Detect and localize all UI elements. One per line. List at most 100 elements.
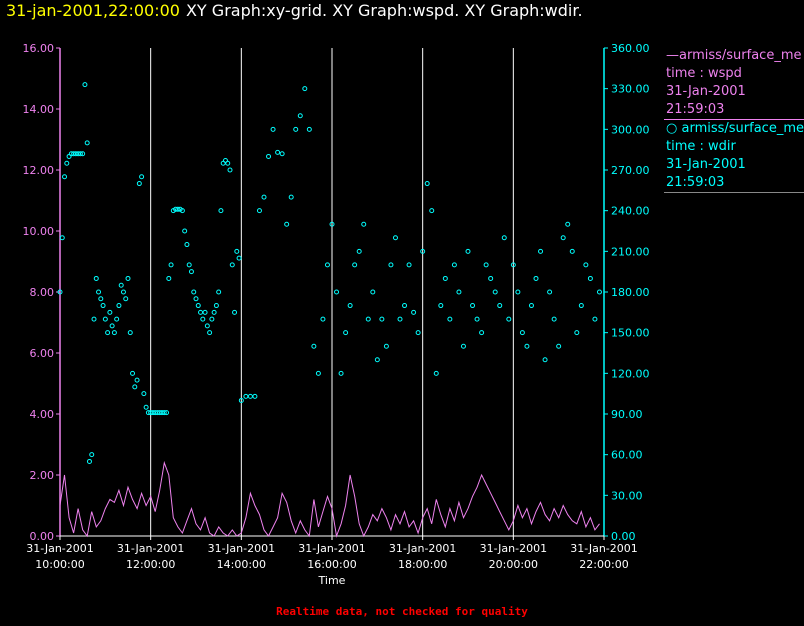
right-axis-tick-label: 240.00	[611, 205, 650, 218]
wdir-point	[415, 330, 421, 336]
wdir-point	[64, 160, 70, 166]
wdir-point	[578, 303, 584, 309]
wdir-point	[334, 289, 340, 295]
legend-wdir-time: 21:59:03	[666, 175, 725, 190]
wdir-point	[195, 303, 201, 309]
wdir-point	[218, 208, 224, 214]
wdir-point	[261, 194, 267, 200]
wdir-point	[506, 316, 512, 322]
wdir-point	[77, 151, 83, 157]
right-axis-tick-label: 330.00	[611, 83, 650, 96]
legend-wspd-time: 21:59:03	[666, 102, 725, 117]
wdir-point	[343, 330, 349, 336]
left-axis-tick-label: 2.00	[30, 469, 55, 482]
x-axis-tick-label: 20:00:00	[489, 558, 538, 571]
wdir-point	[538, 248, 544, 254]
wdir-point	[411, 309, 417, 315]
wdir-point	[111, 330, 117, 336]
wdir-point	[456, 289, 462, 295]
wdir-point	[275, 149, 281, 155]
wdir-point	[243, 393, 249, 399]
wdir-point	[379, 316, 385, 322]
wdir-point	[232, 309, 238, 315]
wdir-point	[587, 275, 593, 281]
wdir-point	[533, 275, 539, 281]
wdir-point	[80, 151, 86, 157]
wdir-point	[211, 309, 217, 315]
wdir-point	[492, 289, 498, 295]
wdir-point	[198, 309, 204, 315]
wdir-point	[166, 275, 172, 281]
wdir-point	[247, 393, 253, 399]
wdir-point	[164, 410, 170, 416]
wdir-point	[470, 303, 476, 309]
right-axis-tick-label: 150.00	[611, 327, 650, 340]
left-axis-tick-label: 4.00	[30, 408, 55, 421]
x-axis-tick-label: 31-Jan-2001	[570, 542, 638, 555]
wdir-point	[519, 330, 525, 336]
left-axis-tick-label: 10.00	[23, 225, 55, 238]
wdir-point	[551, 316, 557, 322]
x-axis-tick-label: 31-Jan-2001	[26, 542, 94, 555]
wdir-point	[338, 370, 344, 376]
right-axis-tick-label: 30.00	[611, 489, 643, 502]
wdir-point	[569, 248, 575, 254]
x-axis-tick-label: 31-Jan-2001	[480, 542, 548, 555]
wdir-point	[406, 262, 412, 268]
wdir-point	[100, 303, 106, 309]
wdir-point	[82, 82, 88, 88]
left-axis-tick-label: 16.00	[23, 42, 55, 55]
left-axis-tick-label: 12.00	[23, 164, 55, 177]
wdir-point	[447, 316, 453, 322]
wdir-point	[528, 303, 534, 309]
wdir-point	[173, 206, 179, 212]
wdir-point	[188, 269, 194, 275]
wdir-point	[547, 289, 553, 295]
wdir-point	[297, 113, 303, 119]
series-wspd	[59, 460, 600, 538]
wdir-point	[116, 303, 122, 309]
wdir-point	[315, 370, 321, 376]
wdir-point	[93, 275, 99, 281]
wdir-point	[120, 289, 126, 295]
wdir-point	[125, 275, 131, 281]
legend-wspd-name: —armiss/surface_me	[666, 48, 802, 63]
wdir-point	[134, 377, 140, 383]
wdir-point	[451, 262, 457, 268]
wdir-point	[293, 126, 299, 132]
wdir-point	[510, 262, 516, 268]
wdir-point	[497, 303, 503, 309]
wdir-point	[442, 275, 448, 281]
right-axis-tick-label: 300.00	[611, 123, 650, 136]
wdir-point	[320, 316, 326, 322]
wdir-point	[479, 330, 485, 336]
wdir-point	[365, 316, 371, 322]
right-axis-tick-label: 360.00	[611, 42, 650, 55]
wdir-point	[420, 248, 426, 254]
wdir-point	[202, 309, 208, 315]
wdir-point	[102, 316, 108, 322]
wdir-point	[57, 289, 63, 295]
grid-lines	[59, 48, 605, 536]
x-axis-tick-label: 18:00:00	[398, 558, 447, 571]
wdir-point	[148, 410, 154, 416]
left-axis-tick-label: 0.00	[30, 530, 55, 543]
wdir-point	[515, 289, 521, 295]
wdir-point	[592, 316, 598, 322]
wdir-point	[488, 275, 494, 281]
wdir-point	[107, 309, 113, 315]
quality-warning: Realtime data, not checked for quality	[276, 605, 528, 618]
wdir-point	[207, 330, 213, 336]
x-axis-tick-label: 10:00:00	[35, 558, 84, 571]
left-axis-tick-label: 8.00	[30, 286, 55, 299]
wdir-point	[288, 194, 294, 200]
wdir-point	[161, 410, 167, 416]
wdir-point	[460, 343, 466, 349]
right-axis-tick-label: 60.00	[611, 449, 643, 462]
wdir-point	[193, 296, 199, 302]
wdir-point	[168, 262, 174, 268]
wdir-point	[383, 343, 389, 349]
wdir-point	[130, 370, 136, 376]
wdir-point	[145, 410, 151, 416]
